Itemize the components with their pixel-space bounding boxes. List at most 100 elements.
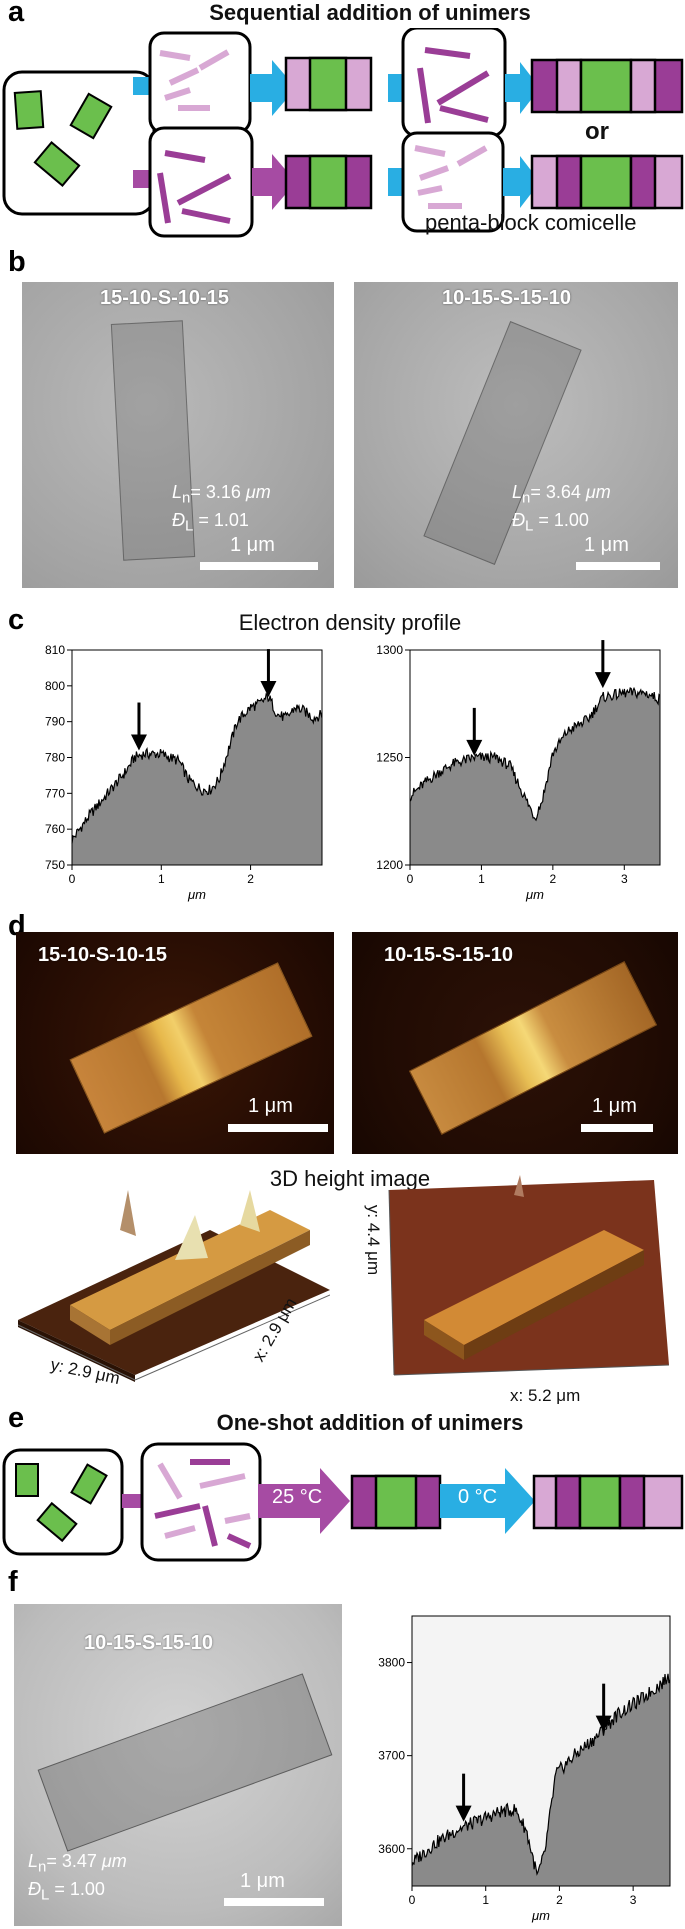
cyan-arrow-2: [250, 60, 296, 116]
tem-dispersity-left: ĐL = 1.01: [172, 510, 249, 535]
tem-image-right: 10-15-S-15-10 Ln= 3.64 μm ĐL = 1.00 1 μm: [354, 282, 678, 588]
panel-letter-f: f: [8, 1566, 18, 1598]
afm-3d-right-x-axis: x: 5.2 μm: [510, 1386, 581, 1405]
tem-label-f: 10-15-S-15-10: [84, 1632, 213, 1654]
mixed-unimer-box: [140, 1442, 262, 1562]
y-tick-label-c-right: 1250: [376, 751, 403, 765]
light-unimer-box-1: [148, 31, 252, 135]
x-tick-label-c-right: 1: [478, 872, 485, 886]
arrowhead-f-right-0: [455, 1805, 472, 1822]
afm-image-right: 10-15-S-15-10 1 μm: [352, 932, 678, 1154]
y-tick-label-c-left: 780: [45, 751, 65, 765]
y-tick-label-c-left: 750: [45, 858, 65, 872]
y-tick-label-c-left: 810: [45, 643, 65, 657]
x-tick-label-c-left: 1: [158, 872, 165, 886]
scale-bar-tem-f: [224, 1898, 324, 1906]
x-axis-label-f-right: μm: [531, 1908, 550, 1923]
cyan-arrow-4: [505, 62, 540, 114]
dark-unimer-box-2: [148, 126, 254, 238]
chart-c-left: 0 1 2 750 760 770 780 790 800 810 μm: [45, 643, 323, 902]
tem-dispersity-right: ĐL = 1.00: [512, 510, 589, 535]
or-label: or: [585, 118, 609, 145]
profile-area-c-right: [410, 688, 660, 865]
arrowhead-c-left-0: [130, 734, 147, 751]
profile-line-c-right: [409, 686, 661, 822]
panel-letter-c: c: [8, 604, 25, 636]
x-tick-label-c-left: 0: [69, 872, 76, 886]
tem-platelet-f: [37, 1673, 333, 1852]
y-tick-label-f-right: 3800: [378, 1656, 405, 1670]
y-tick-label-c-right: 1200: [376, 858, 403, 872]
tem-dispersity-f: ĐL = 1.00: [28, 1879, 105, 1904]
scale-bar-afm-left: [228, 1124, 328, 1132]
x-tick-label-c-right: 0: [407, 872, 414, 886]
panel-letter-e: e: [8, 1402, 25, 1434]
y-tick-label-c-left: 800: [45, 679, 65, 693]
profile-area-f-right: [412, 1673, 670, 1886]
pentablock-top: [530, 58, 684, 114]
scale-label-afm-right: 1 μm: [592, 1095, 637, 1117]
seed-micelle-box-e: [2, 1448, 124, 1556]
pentablock-bottom: [530, 154, 684, 210]
profile-line-f-right: [411, 1673, 671, 1876]
scale-label-tem-f: 1 μm: [240, 1870, 285, 1892]
scale-label-afm-left: 1 μm: [248, 1095, 293, 1117]
x-tick-label-f-right: 1: [482, 1893, 489, 1907]
x-tick-label-c-left: 2: [247, 872, 254, 886]
arrowhead-c-left-1: [260, 681, 277, 698]
profile-area-c-left: [72, 693, 322, 865]
seed-micelle-box: [2, 70, 156, 216]
chart-f-right: 0 1 2 3 3600 3700 3800 μm: [378, 1615, 671, 1923]
afm-label-left: 15-10-S-10-15: [38, 944, 167, 966]
panel-a-scheme: [2, 28, 684, 238]
scale-bar-tem-left: [200, 562, 318, 570]
panel-e-title: One-shot addition of unimers: [216, 1410, 524, 1435]
tem-label-left: 15-10-S-10-15: [100, 287, 229, 309]
pentablock-caption: penta-block comicelle: [425, 210, 637, 235]
panel-letter-b: b: [8, 246, 26, 278]
tem-image-left: 15-10-S-10-15 Ln= 3.16 μm ĐL = 1.01 1 μm: [22, 282, 334, 588]
purple-arrow-2: [252, 154, 296, 210]
panel-c-title: Electron density profile: [238, 610, 462, 635]
scale-label-tem-left: 1 μm: [230, 534, 275, 556]
y-tick-label-c-left: 760: [45, 822, 65, 836]
tem-ln-f: Ln= 3.47 μm: [28, 1851, 127, 1876]
y-tick-label-c-right: 1300: [376, 643, 403, 657]
height-image-title: 3D height image: [269, 1166, 431, 1191]
y-tick-label-c-left: 790: [45, 715, 65, 729]
panel-letter-a: a: [8, 0, 25, 28]
panel-a-title: Sequential addition of unimers: [209, 0, 531, 25]
temp-25c-label: 25 °C: [272, 1486, 323, 1508]
triblock-e: [350, 1474, 442, 1530]
temp-0c-label: 0 °C: [458, 1486, 498, 1508]
afm-image-left: 15-10-S-10-15 1 μm: [16, 932, 334, 1154]
cyan-arrow-6: [503, 156, 540, 208]
x-tick-label-f-right: 2: [556, 1893, 563, 1907]
tem-label-right: 10-15-S-15-10: [442, 287, 571, 309]
tem-image-f: 10-15-S-15-10 Ln= 3.47 μm ĐL = 1.00 1 μm: [14, 1604, 342, 1926]
purple-arrow-e: [258, 1468, 350, 1534]
chart-c-right: 0 1 2 3 1200 1250 1300 μm: [376, 640, 661, 902]
y-tick-label-c-left: 770: [45, 786, 65, 800]
arrowhead-f-right-1: [595, 1715, 612, 1732]
triblock-dark-bottom: [284, 154, 373, 210]
tem-ln-right: Ln= 3.64 μm: [512, 482, 611, 507]
y-tick-label-f-right: 3600: [378, 1842, 405, 1856]
y-tick-label-f-right: 3700: [378, 1749, 405, 1763]
dark-unimer-box-1: [401, 28, 507, 138]
x-tick-label-f-right: 3: [630, 1893, 637, 1907]
x-axis-label-c-right: μm: [525, 887, 544, 902]
afm-label-right: 10-15-S-15-10: [384, 944, 513, 966]
x-tick-label-f-right: 0: [409, 1893, 416, 1907]
panel-e-scheme: [2, 1442, 684, 1562]
x-tick-label-c-right: 3: [621, 872, 628, 886]
afm-3d-left: [17, 1190, 330, 1382]
afm-3d-right: [388, 1175, 670, 1376]
arrowhead-c-right-0: [466, 739, 483, 756]
scale-label-tem-right: 1 μm: [584, 534, 629, 556]
triblock-light-top: [284, 56, 373, 112]
x-axis-label-c-left: μm: [187, 887, 206, 902]
profile-line-c-left: [71, 692, 323, 844]
scale-bar-afm-right: [581, 1124, 653, 1132]
scale-bar-tem-right: [576, 562, 660, 570]
